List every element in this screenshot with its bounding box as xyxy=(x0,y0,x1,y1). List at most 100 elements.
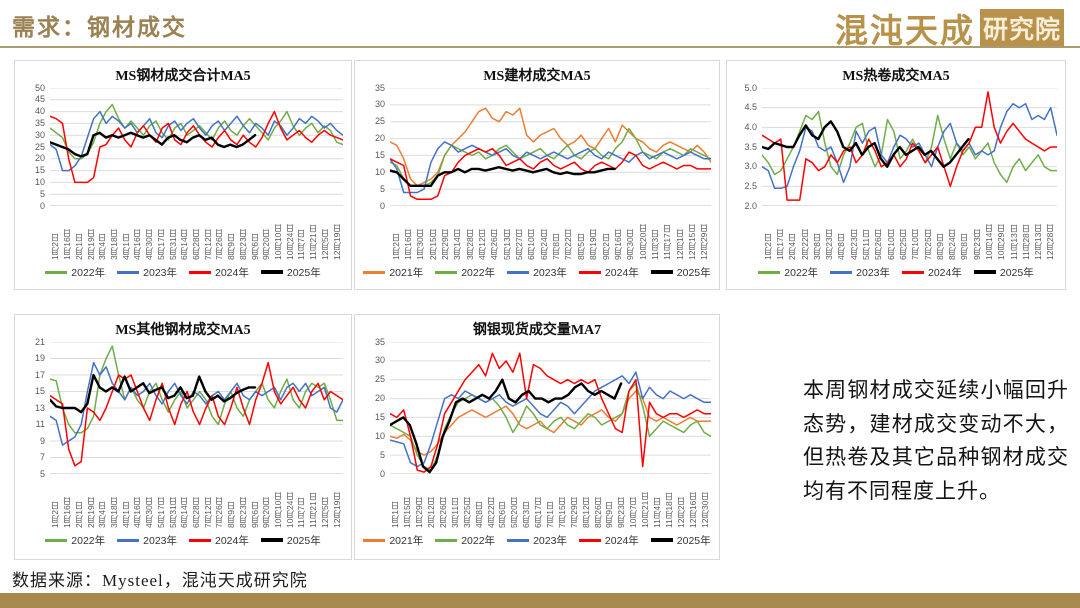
legend-item: 2024年 xyxy=(578,533,639,548)
legend: 2022年 2023年 2024年 2025年 xyxy=(23,528,343,552)
x-tick-label: 8月9日 xyxy=(934,233,945,260)
legend-line-swatch xyxy=(189,270,211,274)
y-tick-label: 4.5 xyxy=(744,102,757,113)
legend-line-swatch xyxy=(45,270,68,274)
y-axis: 0 5 10 15 20 25 30 35 40 45 50 xyxy=(23,83,50,210)
legend-item: 2021年 xyxy=(363,265,423,280)
y-tick-label: 25 xyxy=(374,116,385,127)
x-tick: 11月13日 xyxy=(1008,209,1020,260)
y-tick-label: 0 xyxy=(379,200,385,211)
x-tick-label: 4月26日 xyxy=(489,228,500,260)
plot-area xyxy=(50,88,343,206)
x-tick: 2月19日 xyxy=(85,477,97,528)
x-tick: 11月18日 xyxy=(663,477,675,528)
x-tick: 12月16日 xyxy=(687,477,699,528)
legend-label: 2024年 xyxy=(604,534,639,547)
x-tick-label: 12月28日 xyxy=(1045,224,1056,260)
x-tick-label: 1月16日 xyxy=(62,228,73,260)
x-tick: 12月1日 xyxy=(674,209,686,260)
x-tick: 12月28日 xyxy=(1045,209,1057,260)
x-tick: 7月26日 xyxy=(214,477,226,528)
x-tick-label: 12月19日 xyxy=(331,492,342,528)
x-tick-label: 2月12日 xyxy=(426,496,437,528)
x-tick-label: 12月19日 xyxy=(331,224,342,260)
x-tick-label: 5月17日 xyxy=(155,496,166,528)
x-tick-label: 12月1日 xyxy=(674,228,685,260)
y-tick-label: 10 xyxy=(374,430,385,441)
x-tick-label: 9月9日 xyxy=(604,501,615,528)
legend-line-swatch xyxy=(435,538,458,542)
legend-item: 2025年 xyxy=(260,265,321,280)
x-tick-label: 8月9日 xyxy=(226,501,237,528)
x-tick: 10月24日 xyxy=(284,209,296,260)
x-tick: 6月14日 xyxy=(179,209,191,260)
legend-item: 2024年 xyxy=(189,265,249,280)
x-tick-label: 10月20日 xyxy=(637,224,648,260)
x-tick-label: 5月17日 xyxy=(155,228,166,260)
x-tick: 1月30日 xyxy=(415,209,427,260)
x-tick: 5月13日 xyxy=(501,209,513,260)
x-tick: 12月5日 xyxy=(320,209,332,260)
legend-item: 2022年 xyxy=(45,265,105,280)
y-tick-label: 5 xyxy=(379,449,385,460)
series-line-2025年 xyxy=(390,165,616,188)
x-tick: 5月31日 xyxy=(167,209,179,260)
x-tick: 11月17日 xyxy=(662,209,674,260)
x-tick-label: 6月25日 xyxy=(897,228,908,260)
x-tick: 11月7日 xyxy=(296,477,308,528)
legend-label: 2025年 xyxy=(676,266,711,279)
chart-panel-steel-total: MS钢材成交合计MA5 0 5 10 15 20 25 30 35 40 45 50 1月2日 1月1… xyxy=(14,60,352,290)
x-tick: 9月30日 xyxy=(625,209,637,260)
legend-line-swatch xyxy=(507,538,530,542)
y-tick-label: 11 xyxy=(35,419,45,429)
x-tick: 4月8日 xyxy=(473,477,485,528)
x-tick-label: 11月28日 xyxy=(1020,224,1031,260)
x-tick: 4月1日 xyxy=(120,209,132,260)
legend-line-swatch xyxy=(578,270,601,274)
legend-line-swatch xyxy=(260,538,283,542)
x-tick: 2月22日 xyxy=(799,209,811,260)
legend-item: 2023年 xyxy=(830,265,890,280)
x-tick: 6月17日 xyxy=(533,477,545,528)
x-tick-label: 8月24日 xyxy=(947,228,958,260)
legend-label: 2022年 xyxy=(784,266,819,279)
legend-item: 2022年 xyxy=(435,533,495,548)
x-tick: 4月22日 xyxy=(485,477,497,528)
y-tick-label: 20 xyxy=(34,153,45,164)
x-tick-label: 7月1日 xyxy=(545,501,556,528)
x-tick-label: 4月12日 xyxy=(477,228,488,260)
series-line-2023年 xyxy=(390,141,711,194)
x-tick: 5月17日 xyxy=(155,209,167,260)
x-tick-label: 7月25日 xyxy=(922,228,933,260)
x-tick: 8月24日 xyxy=(946,209,958,260)
legend-label: 2025年 xyxy=(999,266,1034,279)
legend-label: 2021年 xyxy=(389,534,424,547)
x-tick-label: 10月10日 xyxy=(273,492,284,528)
legend-label: 2021年 xyxy=(389,266,424,279)
x-tick-label: 11月21日 xyxy=(308,492,319,528)
y-tick-label: 7 xyxy=(39,452,45,462)
y-tick-label: 0 xyxy=(39,200,45,211)
y-tick-label: 3.5 xyxy=(744,141,757,152)
x-tick-label: 10月24日 xyxy=(284,492,295,528)
chart-panel-construction: MS建材成交MA5 0 5 10 15 20 25 30 35 1月2日 1月16日 1月30日 2… xyxy=(354,60,720,290)
x-tick: 11月7日 xyxy=(296,209,308,260)
x-tick: 11月21日 xyxy=(308,477,320,528)
x-tick: 2月15日 xyxy=(427,209,439,260)
chart-canvas xyxy=(390,88,711,206)
x-tick-label: 9月6日 xyxy=(249,501,260,528)
series-line-2022年 xyxy=(762,110,1057,184)
x-tick: 8月19日 xyxy=(588,209,600,260)
y-tick-label: 40 xyxy=(34,106,45,117)
x-tick-label: 2月4日 xyxy=(787,233,798,260)
x-tick: 4月26日 xyxy=(489,209,501,260)
series-line-2025年 xyxy=(50,373,257,414)
plot-area xyxy=(50,342,343,474)
chart-title: MS钢材成交合计MA5 xyxy=(115,69,251,84)
series-line-2022年 xyxy=(390,127,711,187)
legend-item: 2024年 xyxy=(578,265,639,280)
legend-line-swatch xyxy=(973,270,996,274)
legend-label: 2024年 xyxy=(215,534,249,547)
x-tick-label: 9月20日 xyxy=(261,496,272,528)
x-tick-label: 6月28日 xyxy=(190,496,201,528)
